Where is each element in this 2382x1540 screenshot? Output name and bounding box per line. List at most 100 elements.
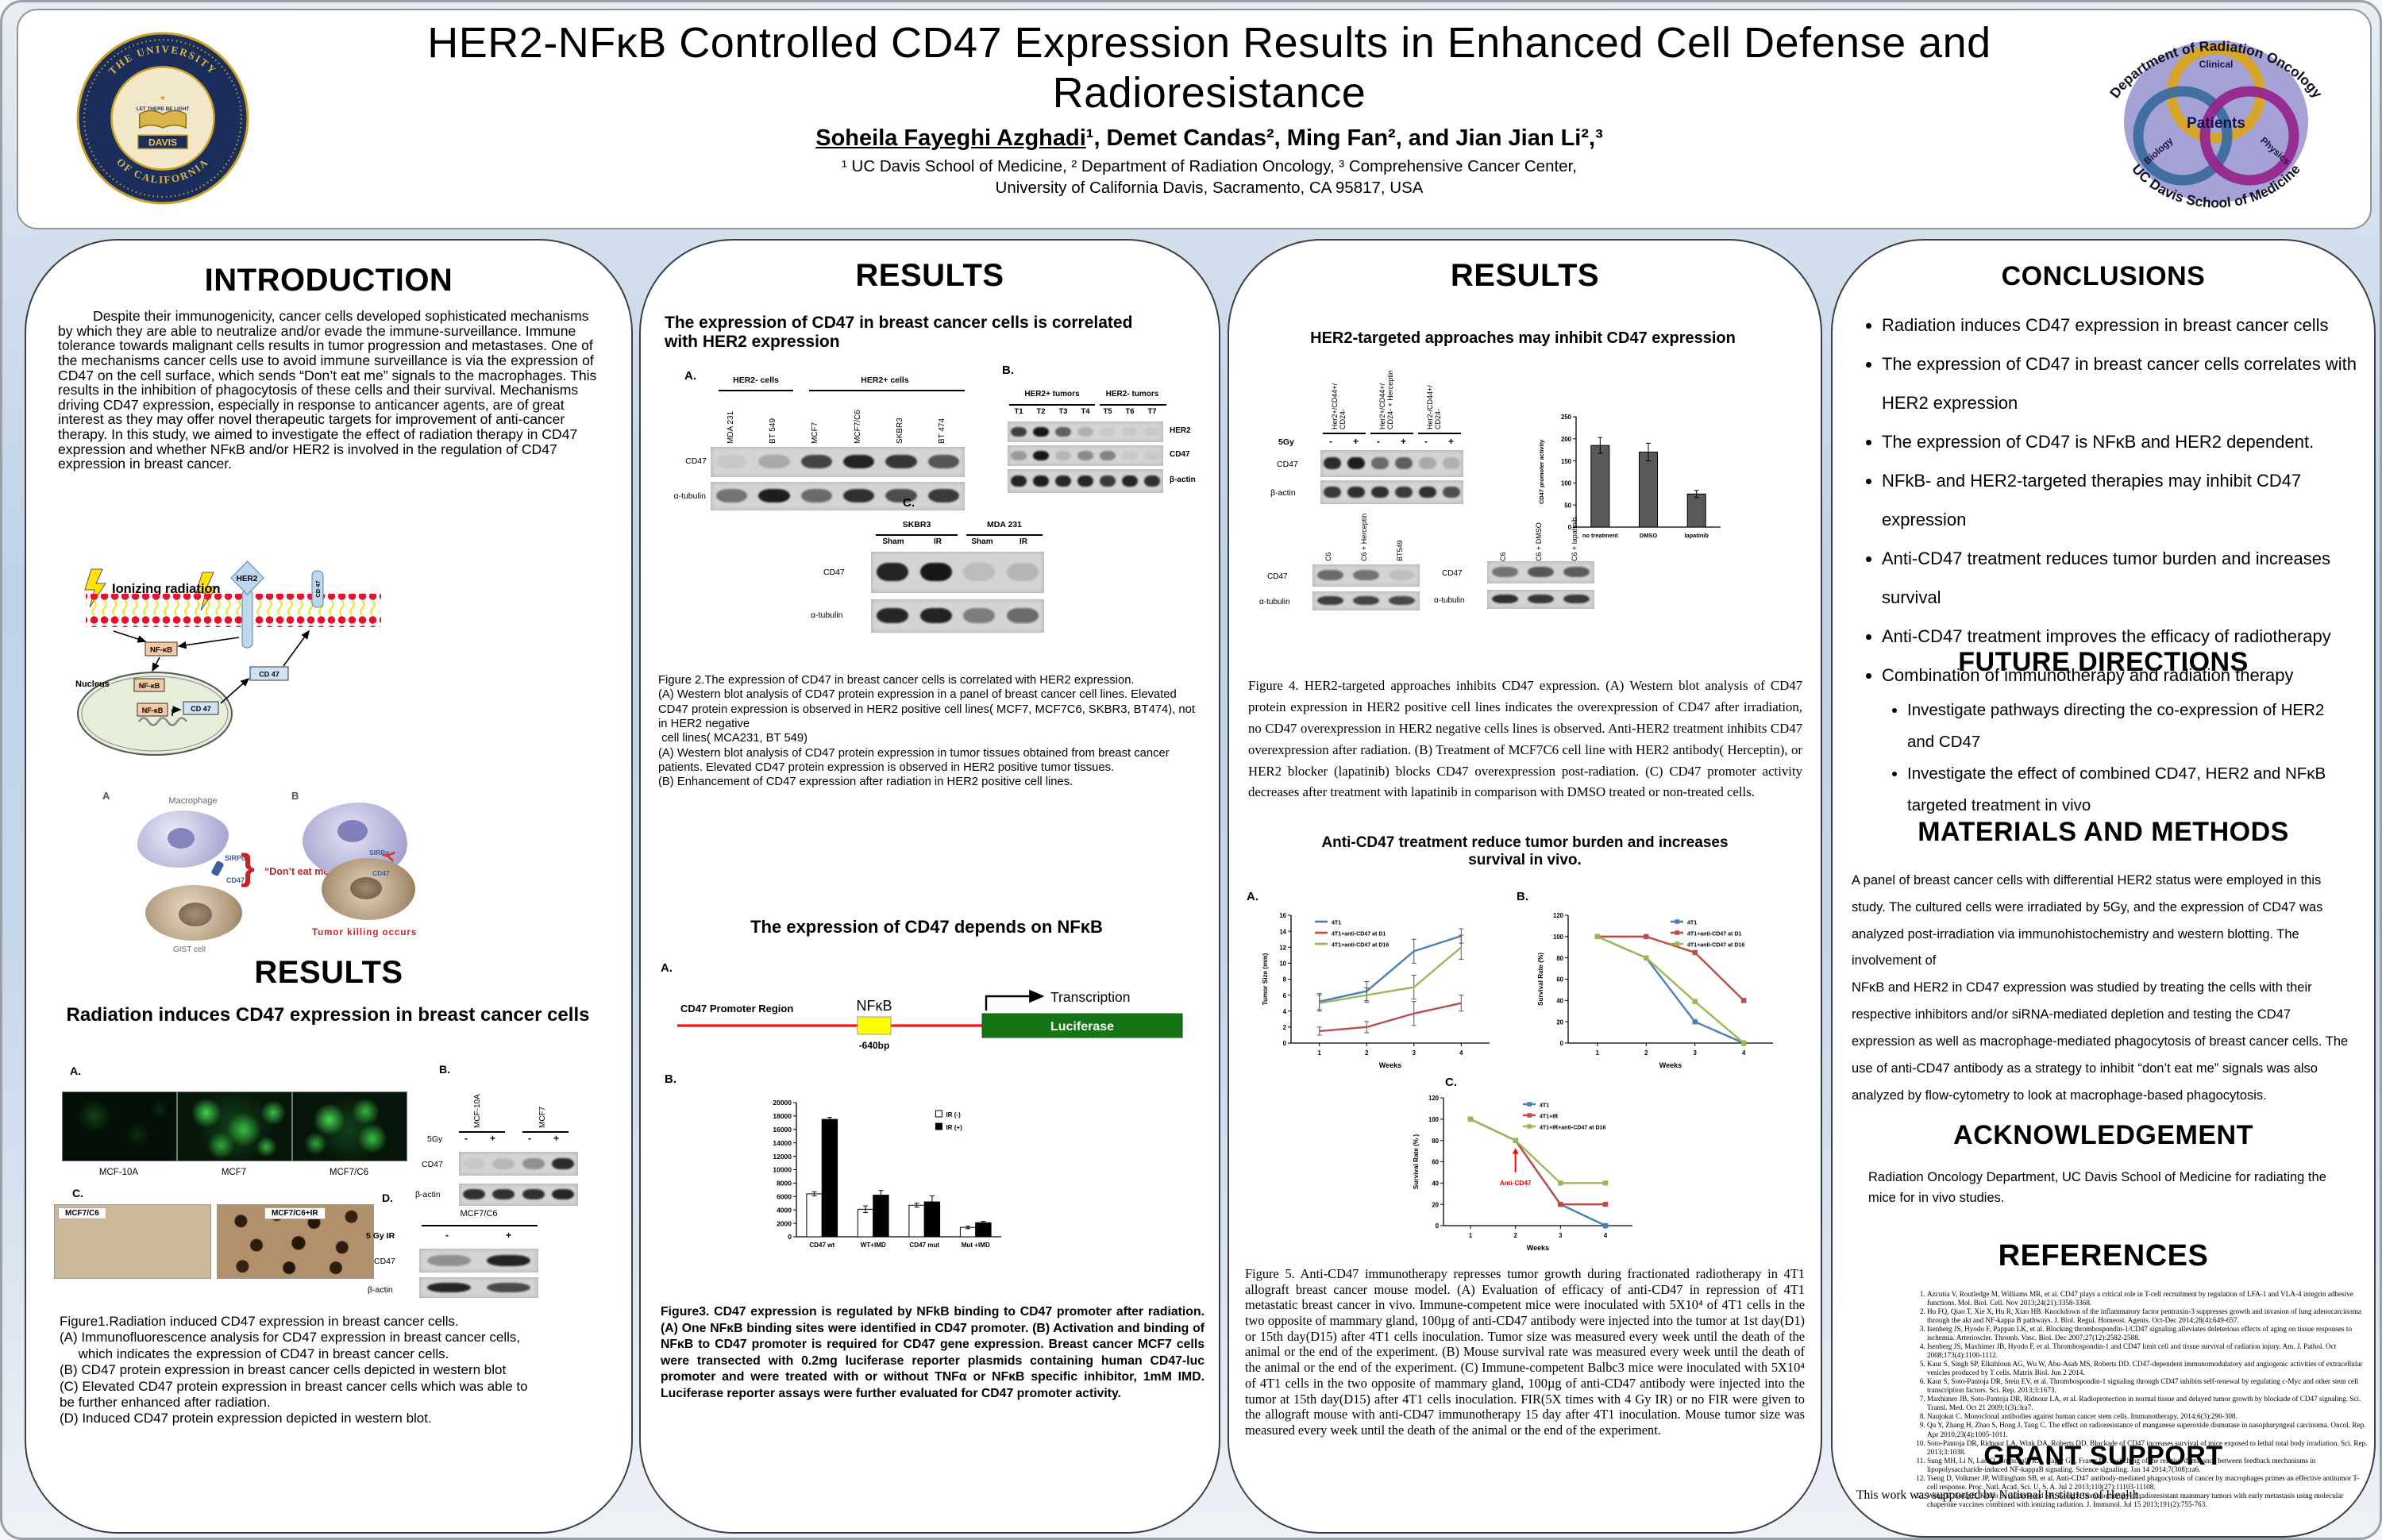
svg-text:WT+IMD: WT+IMD <box>861 1242 886 1249</box>
pathway-diagram: Ionizing radiation HER2 CD 47 NF-κB Nucl… <box>75 560 381 756</box>
macrophage-label: Macrophage <box>168 796 218 806</box>
ihc-label-2: MCF7/C6+IR <box>264 1207 326 1219</box>
tumor-killing-label: Tumor killing occurs <box>312 928 418 937</box>
dose-label: 5Gy <box>1278 437 1294 447</box>
nucleus-label: Nucleus <box>75 680 110 689</box>
svg-text:4: 4 <box>1459 1049 1463 1057</box>
svg-text:4T1: 4T1 <box>1687 920 1697 926</box>
svg-text:12: 12 <box>1279 944 1286 951</box>
lane-label: C6 + lapatinib <box>1571 517 1578 561</box>
cell-membrane <box>86 594 381 627</box>
group-her2pos-tumors: HER2+ tumors <box>1024 390 1080 398</box>
future-item: Investigate the effect of combined CD47,… <box>1907 758 2352 822</box>
svg-text:Anti-CD47: Anti-CD47 <box>1500 1180 1532 1187</box>
sign: + <box>1353 436 1359 447</box>
intro-body: Despite their immunogenicity, cancer cel… <box>58 308 597 472</box>
sign: - <box>528 1133 531 1144</box>
results3-header: RESULTS <box>1450 258 1600 293</box>
fig5-panel-a: A. <box>1247 890 1258 903</box>
reference-item: Weng D, Song B, Koido S, Calderwood SK, … <box>1927 1492 2368 1509</box>
wb-fig2c-tubulin <box>871 599 1044 633</box>
svg-text:no treatment: no treatment <box>1582 532 1618 539</box>
sirpa-receptor-icon <box>210 860 225 877</box>
lane-group-label: Her2+/CD44+/ CD24- <box>1331 383 1347 429</box>
svg-text:60: 60 <box>1432 1159 1439 1166</box>
fig3-panel-b: B. <box>665 1072 676 1086</box>
svg-text:16: 16 <box>1279 912 1286 919</box>
fig1-caption: Figure1.Radiation induced CD47 expressio… <box>60 1314 528 1426</box>
svg-text:2: 2 <box>1514 1232 1518 1239</box>
svg-text:3: 3 <box>1559 1232 1563 1239</box>
svg-text:0: 0 <box>1283 1040 1287 1047</box>
svg-text:2000: 2000 <box>777 1219 792 1227</box>
sign: - <box>445 1230 449 1241</box>
ir-label: IR <box>934 537 942 546</box>
svg-text:150: 150 <box>1561 458 1572 465</box>
cd47-protein-box <box>249 666 289 681</box>
svg-text:4: 4 <box>1604 1232 1608 1239</box>
wb-fig4b2-tubulin <box>1487 590 1594 609</box>
results2-subtitle: The expression of CD47 in breast cancer … <box>665 314 1133 351</box>
svg-text:4T1+anti-CD47 at D16: 4T1+anti-CD47 at D16 <box>1687 942 1744 948</box>
lane-label: MCF7 <box>811 422 819 444</box>
blot-d-header: MCF7/C6 <box>460 1209 498 1219</box>
wb-fig2b-actin <box>1008 469 1163 493</box>
svg-text:3: 3 <box>1413 1049 1416 1057</box>
fig1-panel-c: C. <box>72 1187 83 1199</box>
conclusions-list: Radiation induces CD47 expression in bre… <box>1855 306 2380 695</box>
svg-text:18000: 18000 <box>773 1112 792 1120</box>
row-label: CD47 <box>1277 460 1298 469</box>
wb-fig2c-cd47 <box>871 552 1044 593</box>
group-her2neg-tumors: HER2- tumors <box>1105 390 1159 398</box>
reference-item: Azcutia V, Routledge M, Williams MR, et … <box>1927 1290 2368 1307</box>
survival-chart-b: 0 20 40 60 80 100 120 1 2 3 4 4T1 4T1+anti-CD47 at D… <box>1535 909 1781 1072</box>
sign: - <box>1377 436 1380 447</box>
svg-text:16000: 16000 <box>773 1126 792 1134</box>
fig1-panel-a: A. <box>70 1065 81 1077</box>
seal-star-icon: ★ <box>160 94 166 102</box>
svg-text:0: 0 <box>1560 1040 1564 1047</box>
promoter-region-label: CD47 Promoter Region <box>680 1003 793 1014</box>
conclusion-item: Anti-CD47 treatment improves the efficac… <box>1882 617 2380 656</box>
svg-text:4: 4 <box>1283 1008 1287 1015</box>
promoter-diagram: CD47 Promoter Region NFκB -640bp Lucifer… <box>677 989 1183 1051</box>
lane-label: MDA 231 <box>727 410 735 444</box>
sign: + <box>490 1133 496 1144</box>
lane-label: MCF-10A <box>473 1094 482 1128</box>
if-label-1: MCF-10A <box>98 1168 139 1177</box>
results2-header: RESULTS <box>855 258 1004 293</box>
rad-onc-logo: Department of Radiation Oncology UC Davi… <box>2106 38 2326 211</box>
svg-text:120: 120 <box>1428 1095 1440 1102</box>
poster-title: HER2-NFκB Controlled CD47 Expression Res… <box>427 19 1991 117</box>
column-results-2: RESULTS HER2-targeted approaches may inh… <box>1228 239 1822 1534</box>
column-results-1: RESULTS The expression of CD47 in breast… <box>639 239 1220 1534</box>
cd47-label: CD47 <box>372 869 390 877</box>
svg-text:250: 250 <box>1561 414 1572 421</box>
grant-header: GRANT SUPPORT <box>1983 1441 2223 1471</box>
t-label: T7 <box>1147 407 1157 416</box>
lane-group-label: Her2+/CD44+/ CD24- + Herceptin <box>1378 370 1395 429</box>
radonc-clinical: Clinical <box>2199 59 2234 70</box>
sign: + <box>553 1133 560 1144</box>
wb-cd47-d <box>419 1249 538 1272</box>
grant-body: This work was supported by National Inst… <box>1856 1488 2142 1502</box>
wb-fig4a-cd47 <box>1320 450 1463 477</box>
reference-item: Isenberg JS, Maxhimer JB, Hyodo F, et al… <box>1927 1342 2368 1360</box>
svg-text:20000: 20000 <box>773 1099 792 1107</box>
nfkb-label: NF-κB <box>142 706 164 714</box>
seal-book-icon <box>138 110 187 129</box>
reference-item: Qu Y, Zhang H, Zhao S, Hong J, Tang C. T… <box>1927 1421 2368 1438</box>
cd47-membrane-icon <box>311 570 324 608</box>
header-panel: THE UNIVERSITY OF CALIFORNIA ★ LET THERE… <box>17 9 2372 229</box>
svg-text:80: 80 <box>1432 1138 1439 1145</box>
svg-text:4T1: 4T1 <box>1332 920 1341 926</box>
uc-davis-seal: THE UNIVERSITY OF CALIFORNIA ★ LET THERE… <box>76 32 249 205</box>
macrophage-nucleus-b <box>337 820 368 842</box>
svg-text:120: 120 <box>1553 912 1564 919</box>
svg-text:14000: 14000 <box>773 1139 792 1147</box>
row-label: CD47 <box>823 568 845 577</box>
sirpa-label: SIRPα <box>225 854 246 862</box>
results3-subtitle: HER2-targeted approaches may inhibit CD4… <box>1310 329 1736 347</box>
row-label: HER2 <box>1170 426 1191 435</box>
